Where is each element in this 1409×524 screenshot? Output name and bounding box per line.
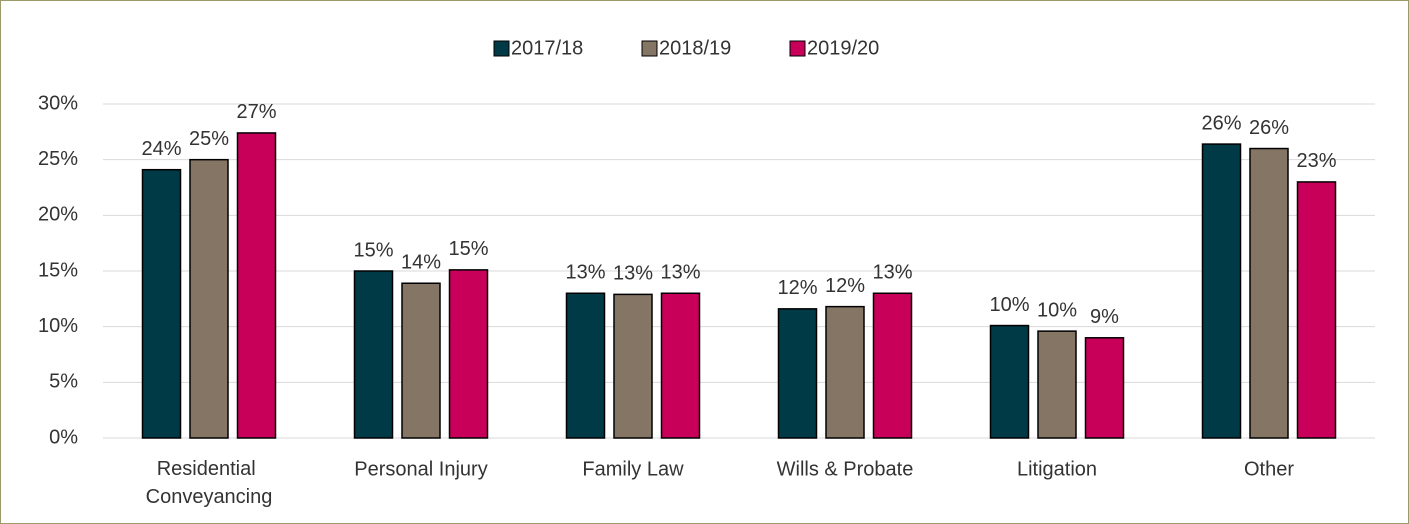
bar bbox=[401, 282, 441, 439]
x-tick-label: Wills & Probate bbox=[777, 458, 914, 480]
data-label: 24% bbox=[141, 138, 181, 160]
data-label: 9% bbox=[1090, 306, 1119, 328]
x-tick-label: Litigation bbox=[1017, 458, 1097, 480]
data-label: 14% bbox=[401, 252, 441, 274]
bar bbox=[825, 305, 865, 439]
bar bbox=[1249, 147, 1289, 439]
legend-swatch bbox=[641, 40, 658, 57]
legend-swatch bbox=[789, 40, 806, 57]
legend-swatch bbox=[493, 40, 510, 57]
data-label: 12% bbox=[825, 275, 865, 297]
data-label: 10% bbox=[1037, 299, 1077, 321]
data-label: 27% bbox=[236, 101, 276, 123]
data-label: 15% bbox=[353, 239, 393, 261]
legend-label: 2018/19 bbox=[659, 37, 731, 59]
data-label: 13% bbox=[613, 263, 653, 285]
x-tick-label: Residential Conveyancing bbox=[146, 458, 273, 508]
bar bbox=[565, 292, 606, 439]
data-label: 23% bbox=[1296, 150, 1336, 172]
x-tick-label: Other bbox=[1244, 458, 1294, 480]
y-tick-label: 30% bbox=[38, 92, 78, 114]
bar bbox=[660, 292, 701, 439]
data-label: 10% bbox=[989, 294, 1029, 316]
y-tick-label: 25% bbox=[38, 148, 78, 170]
bar bbox=[872, 292, 913, 439]
bar bbox=[189, 158, 229, 439]
data-label: 25% bbox=[189, 128, 229, 150]
y-tick-label: 10% bbox=[38, 315, 78, 337]
data-label: 13% bbox=[565, 262, 605, 284]
data-label: 12% bbox=[777, 277, 817, 299]
y-tick-label: 0% bbox=[49, 426, 78, 448]
bar bbox=[236, 132, 277, 439]
bar bbox=[1296, 181, 1337, 439]
bar bbox=[1037, 330, 1077, 439]
x-tick-label: Personal Injury bbox=[354, 458, 487, 480]
bar bbox=[141, 168, 182, 439]
data-label: 13% bbox=[660, 262, 700, 284]
data-label: 13% bbox=[872, 262, 912, 284]
legend-label: 2019/20 bbox=[807, 37, 879, 59]
legend-label: 2017/18 bbox=[511, 37, 583, 59]
y-tick-label: 20% bbox=[38, 204, 78, 226]
data-label: 26% bbox=[1201, 112, 1241, 134]
data-label: 15% bbox=[448, 238, 488, 260]
y-tick-label: 5% bbox=[49, 371, 78, 393]
data-label: 26% bbox=[1249, 117, 1289, 139]
bar bbox=[448, 269, 489, 439]
bar bbox=[777, 308, 818, 439]
x-tick-label: Family Law bbox=[582, 458, 684, 480]
bar bbox=[613, 293, 653, 439]
bar bbox=[353, 270, 394, 439]
y-tick-label: 15% bbox=[38, 259, 78, 281]
bar bbox=[1201, 143, 1242, 439]
bar bbox=[1084, 337, 1125, 439]
bar bbox=[989, 324, 1030, 439]
